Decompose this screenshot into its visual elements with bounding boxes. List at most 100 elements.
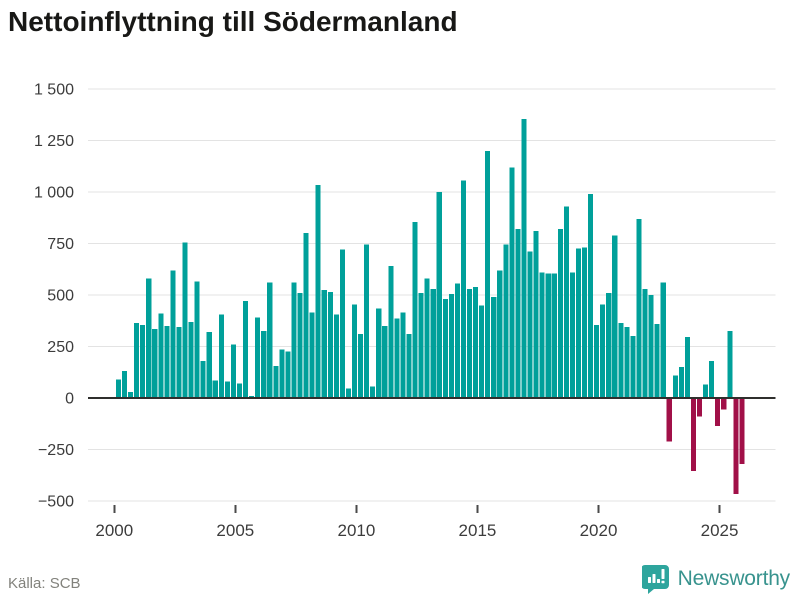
bar bbox=[236, 383, 243, 398]
newsworthy-wordmark: Newsworthy bbox=[677, 567, 791, 590]
y-axis-tick-label: 1 500 bbox=[34, 82, 74, 99]
x-axis-tick-label: 2015 bbox=[459, 521, 497, 540]
badge-bar bbox=[652, 574, 656, 583]
bar bbox=[539, 272, 545, 398]
bar bbox=[406, 334, 412, 398]
bar bbox=[527, 251, 533, 398]
bar bbox=[581, 247, 588, 398]
source-note: Källa: SCB bbox=[8, 575, 81, 592]
bar bbox=[212, 380, 218, 398]
bar bbox=[382, 325, 388, 398]
y-axis-tick-label: 500 bbox=[47, 288, 74, 305]
bar bbox=[739, 398, 745, 464]
bar bbox=[521, 118, 527, 399]
bar bbox=[448, 293, 454, 398]
bar bbox=[261, 331, 267, 398]
bar bbox=[218, 314, 224, 398]
x-axis-tick-label: 2005 bbox=[216, 521, 254, 540]
bar bbox=[618, 322, 624, 398]
bar bbox=[636, 218, 642, 398]
badge-exclamation-dot bbox=[661, 580, 665, 584]
bar bbox=[545, 273, 551, 398]
bar bbox=[630, 336, 636, 398]
bar bbox=[497, 270, 503, 398]
bar bbox=[230, 344, 237, 398]
bar bbox=[479, 305, 485, 398]
bar bbox=[224, 381, 230, 398]
bar bbox=[297, 292, 303, 398]
bar bbox=[672, 375, 678, 398]
bar bbox=[291, 282, 297, 398]
bar bbox=[648, 295, 654, 398]
bar bbox=[733, 398, 739, 494]
bar bbox=[503, 244, 509, 398]
bar bbox=[273, 366, 279, 398]
bar bbox=[388, 266, 394, 398]
bar bbox=[533, 231, 539, 398]
bar bbox=[654, 323, 660, 398]
bar bbox=[678, 367, 684, 398]
bar bbox=[690, 398, 697, 472]
bar bbox=[485, 150, 491, 398]
bar bbox=[491, 297, 497, 398]
bar bbox=[333, 314, 339, 398]
bar bbox=[164, 325, 170, 398]
bar bbox=[370, 386, 376, 398]
bar bbox=[436, 192, 442, 398]
bar bbox=[315, 184, 321, 398]
badge-exclamation-stem bbox=[661, 569, 665, 579]
bar bbox=[594, 324, 600, 398]
bar bbox=[563, 206, 569, 398]
y-axis-tick-label: 750 bbox=[47, 236, 74, 253]
chart-title: Nettoinflyttning till Södermanland bbox=[8, 6, 458, 37]
bar bbox=[588, 194, 594, 398]
bar bbox=[424, 278, 430, 398]
bar bbox=[460, 180, 467, 398]
bar bbox=[442, 299, 448, 398]
bar bbox=[128, 391, 134, 398]
bar bbox=[339, 249, 345, 398]
bar bbox=[430, 288, 436, 398]
bar bbox=[309, 312, 315, 398]
bar bbox=[121, 371, 128, 398]
bar bbox=[600, 304, 606, 398]
bar-chart: 1 500 1 250 1 000 750 500 250 0 −250 −500 2000 200… bbox=[34, 82, 776, 540]
bar bbox=[351, 304, 358, 398]
bar bbox=[515, 229, 521, 398]
badge-bar bbox=[647, 577, 651, 583]
bar bbox=[642, 288, 648, 398]
bar bbox=[358, 334, 364, 398]
y-axis-tick-label: −250 bbox=[38, 442, 74, 459]
bar bbox=[140, 324, 146, 398]
bar bbox=[696, 398, 703, 417]
bar bbox=[279, 349, 285, 398]
bar bbox=[569, 272, 575, 398]
bar bbox=[394, 318, 400, 398]
bar bbox=[551, 273, 557, 398]
bar bbox=[575, 248, 582, 398]
bar bbox=[727, 331, 733, 398]
bar bbox=[152, 328, 158, 398]
x-axis-tick-label: 2000 bbox=[95, 521, 133, 540]
bar bbox=[473, 286, 479, 398]
newsworthy-logo: Newsworthy bbox=[641, 564, 791, 594]
x-axis-tick-label: 2025 bbox=[701, 521, 739, 540]
bar bbox=[466, 288, 473, 398]
badge-bar bbox=[656, 579, 660, 583]
y-axis-tick-label: 1 000 bbox=[34, 185, 74, 202]
bar bbox=[188, 321, 194, 398]
bar bbox=[134, 322, 140, 398]
bar bbox=[624, 326, 630, 398]
bar bbox=[709, 360, 715, 398]
bar bbox=[418, 292, 424, 398]
y-axis-tick-label: 1 250 bbox=[34, 133, 74, 150]
bar bbox=[321, 289, 327, 398]
x-axis-tick-label: 2010 bbox=[337, 521, 375, 540]
bar bbox=[176, 326, 182, 398]
bar bbox=[557, 229, 563, 398]
bar bbox=[509, 167, 515, 398]
bar bbox=[376, 308, 382, 398]
bar bbox=[206, 332, 212, 398]
bar bbox=[182, 242, 188, 398]
